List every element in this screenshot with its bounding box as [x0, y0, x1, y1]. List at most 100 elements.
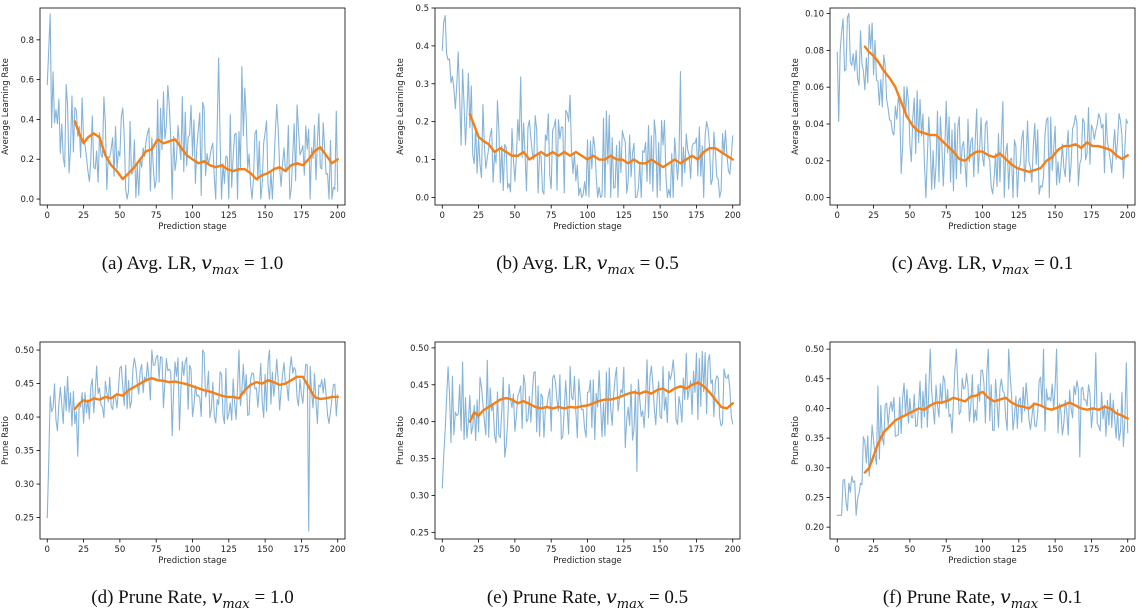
- y-tick-label: 0.2: [20, 155, 34, 165]
- y-axis-label: Prune Ratio: [791, 416, 801, 465]
- x-tick-label: 125: [1011, 545, 1027, 555]
- y-tick-label: 0.35: [15, 447, 34, 457]
- caption-prefix: (e) Prune Rate,: [486, 587, 607, 608]
- x-tick-label: 25: [868, 211, 879, 221]
- x-tick-label: 100: [184, 545, 200, 555]
- caption-value: = 0.1: [1029, 253, 1074, 274]
- series-smoothed-line: [73, 375, 339, 411]
- x-tick-label: 150: [652, 211, 668, 221]
- y-tick-label: 0.35: [805, 434, 824, 444]
- chart-f: 0 25 50 75 100 125 150 175 200 0.20 0.25 0.30 0.35 0.…: [791, 341, 1136, 566]
- x-tick-label: 50: [114, 545, 125, 555]
- axes-frame: [434, 341, 741, 540]
- y-tick-label: 0.10: [805, 10, 824, 20]
- x-tick-label: 25: [78, 211, 89, 221]
- y-tick-label: 0.25: [15, 514, 34, 524]
- x-tick-label: 100: [974, 211, 990, 221]
- y-tick-label: 0.45: [805, 375, 824, 385]
- x-axis-label: Prediction stage: [948, 556, 1017, 566]
- y-tick-label: 0.45: [15, 380, 34, 390]
- caption-subscript: max: [1010, 596, 1039, 612]
- x-tick-label: 0: [440, 545, 445, 555]
- x-tick-label: 150: [1047, 545, 1063, 555]
- x-tick-label: 25: [473, 545, 484, 555]
- y-tick-label: 0.30: [410, 491, 429, 501]
- y-tick-label: 0.02: [805, 157, 824, 167]
- chart-d: 0 25 50 75 100 125 150 175 200 0.25 0.30 0.35 0.40 0.…: [1, 341, 346, 566]
- y-axis-label: Prune Ratio: [396, 416, 406, 465]
- x-tick-label: 150: [1047, 211, 1063, 221]
- series-raw-line: [46, 13, 339, 200]
- x-tick-label: 175: [688, 545, 704, 555]
- x-tick-label: 100: [579, 211, 595, 221]
- x-tick-label: 200: [330, 545, 346, 555]
- x-tick-label: 75: [941, 545, 952, 555]
- x-tick-label: 125: [616, 211, 632, 221]
- series-smoothed-line: [468, 381, 734, 423]
- y-tick-label: 0.4: [415, 42, 429, 52]
- series-smoothed-line: [73, 120, 339, 181]
- caption-subscript: max: [616, 596, 645, 612]
- y-tick-label: 0.08: [805, 46, 824, 56]
- caption-variable: vmax: [211, 586, 250, 612]
- series-smoothed-line: [863, 390, 1129, 474]
- caption-prefix: (f) Prune Rate,: [882, 587, 1000, 608]
- subfigure-caption: (c) Avg. LR, vmax = 0.1: [793, 252, 1146, 278]
- caption-subscript: max: [607, 262, 635, 278]
- x-tick-label: 50: [509, 211, 520, 221]
- caption-variable: vmax: [201, 252, 240, 278]
- x-tick-label: 175: [1083, 545, 1099, 555]
- x-tick-label: 150: [652, 545, 668, 555]
- x-tick-label: 50: [904, 545, 915, 555]
- x-tick-label: 100: [579, 545, 595, 555]
- x-tick-label: 200: [1120, 545, 1136, 555]
- x-axis-label: Prediction stage: [553, 556, 622, 566]
- series-raw-line: [836, 12, 1129, 199]
- series-smoothed-line: [468, 112, 734, 169]
- y-tick-label: 0.8: [20, 36, 34, 46]
- y-tick-label: 0.6: [20, 76, 34, 86]
- y-tick-label: 0.50: [410, 344, 429, 354]
- y-axis-label: Prune Ratio: [1, 416, 11, 465]
- y-tick-label: 0.1: [415, 156, 429, 166]
- y-tick-label: 0.0: [20, 195, 34, 205]
- y-tick-label: 0.40: [410, 418, 429, 428]
- caption-variable: vmax: [596, 252, 635, 278]
- axes-frame: [829, 7, 1136, 206]
- chart-b: 0 25 50 75 100 125 150 175 200 0.0 0.1 0.2 0.3 0.4 0.5…: [396, 4, 741, 232]
- x-tick-label: 25: [78, 545, 89, 555]
- axes-frame: [39, 341, 346, 540]
- y-tick-label: 0.35: [410, 455, 429, 465]
- chart-e: 0 25 50 75 100 125 150 175 200 0.25 0.30 0.35 0.40 0.…: [396, 341, 741, 566]
- caption-value: = 1.0: [249, 587, 294, 608]
- caption-subscript: max: [211, 262, 240, 278]
- x-tick-label: 50: [509, 545, 520, 555]
- series-smoothed-line: [863, 45, 1129, 174]
- y-tick-label: 0.40: [805, 404, 824, 414]
- y-tick-label: 0.25: [410, 528, 429, 538]
- x-tick-label: 100: [184, 211, 200, 221]
- y-tick-label: 0.50: [805, 345, 824, 355]
- caption-prefix: (a) Avg. LR,: [101, 253, 202, 274]
- x-tick-label: 0: [835, 545, 840, 555]
- x-tick-label: 150: [257, 545, 273, 555]
- y-tick-label: 0.0: [415, 193, 429, 203]
- y-axis-label: Average Learning Rate: [1, 58, 11, 155]
- y-tick-label: 0.25: [805, 493, 824, 503]
- x-tick-label: 125: [221, 545, 237, 555]
- subfigure-caption: (b) Avg. LR, vmax = 0.5: [398, 252, 778, 278]
- caption-prefix: (d) Prune Rate,: [91, 587, 212, 608]
- caption-variable: vmax: [606, 586, 645, 612]
- caption-variable: vmax: [991, 252, 1030, 278]
- x-tick-label: 75: [941, 211, 952, 221]
- caption-value: = 0.5: [634, 253, 679, 274]
- x-tick-label: 200: [330, 211, 346, 221]
- subfigure-caption: (e) Prune Rate, vmax = 0.5: [398, 586, 778, 612]
- y-tick-label: 0.2: [415, 118, 429, 128]
- x-axis-label: Prediction stage: [553, 222, 622, 232]
- x-tick-label: 25: [473, 211, 484, 221]
- x-tick-label: 175: [1083, 211, 1099, 221]
- caption-value: = 1.0: [239, 253, 284, 274]
- x-tick-label: 0: [440, 211, 445, 221]
